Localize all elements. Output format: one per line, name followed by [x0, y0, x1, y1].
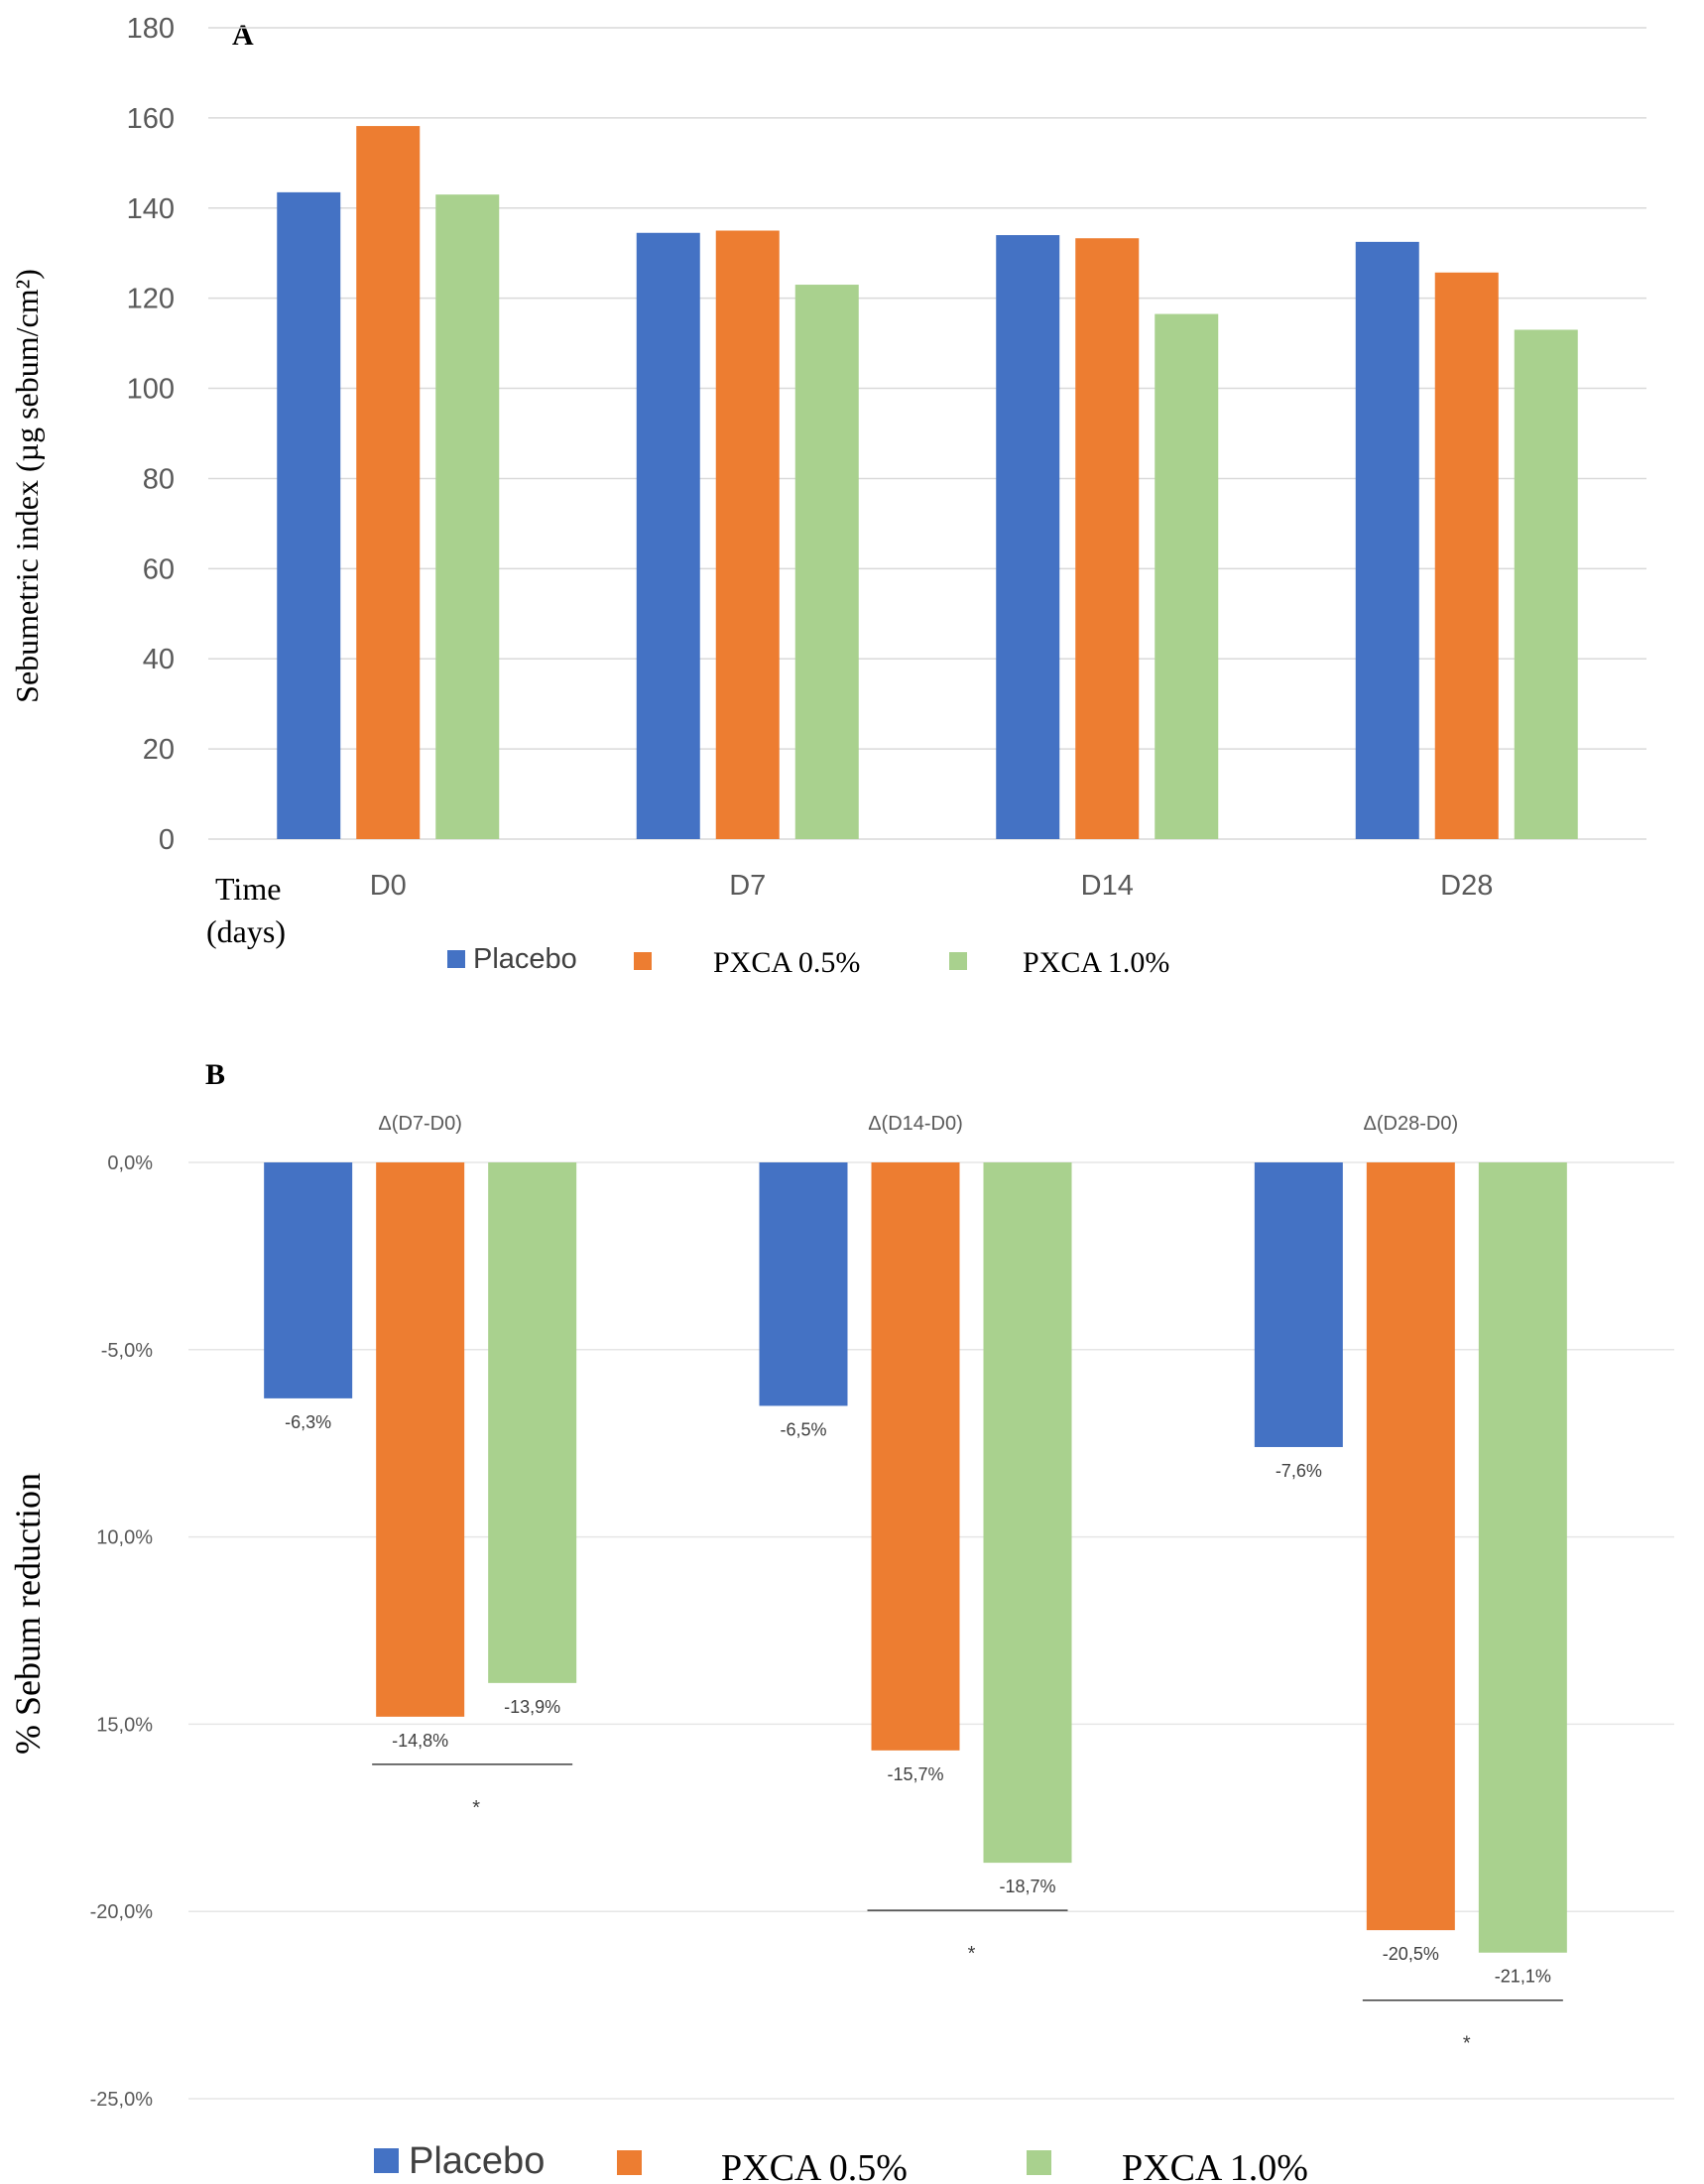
y-tick-label: 80 [143, 463, 175, 495]
bar-placebo-d0 [277, 191, 341, 840]
panel-a-bars [277, 126, 1578, 840]
category-label: Δ(D7-D0) [378, 1113, 461, 1135]
legend-a-swatch-pxca-10 [949, 952, 967, 970]
panel-b-y-tick-labels: 0,0% -5,0% 10,0% 15,0% -20,0% -25,0% [90, 1153, 154, 2111]
data-label: -20,5% [1383, 1944, 1439, 1964]
y-tick-label: 180 [127, 13, 175, 45]
y-tick-label: 40 [143, 644, 175, 675]
significance-mark: * [1463, 2033, 1471, 2055]
panel-a-y-axis-label: Sebumetric index (µg sebum/cm²) [9, 269, 45, 703]
bar-placebo-d14-d0 [759, 1162, 848, 1406]
y-tick-label: 15,0% [96, 1714, 153, 1736]
bar-placebo-d7-d0 [264, 1162, 353, 1398]
y-tick-label: -5,0% [101, 1340, 153, 1362]
y-tick-label: 140 [127, 193, 175, 225]
bar-pxca-0-5-d14-d0 [871, 1162, 960, 1751]
bar-pxca-0-5-d0 [356, 126, 421, 839]
legend-b-label-pxca-05: PXCA 0.5% [721, 2147, 908, 2184]
panel-a: A 0 20 40 60 80 100 120 140 160 180 D0 D7 D14 D28 Se… [9, 13, 1646, 979]
panel-b-legend: Placebo PXCA 0.5% PXCA 1.0% [374, 2140, 1308, 2184]
panel-b-data-labels: -6,3% -14,8% -13,9% -6,5% -15,7% -18,7% -7,6% -… [285, 1412, 1551, 1987]
panel-a-x-axis-label-line1: Time [215, 871, 281, 907]
panel-b-significance: * * * [372, 1763, 1563, 2055]
panel-a-letter: A [232, 19, 254, 52]
y-tick-label: -25,0% [90, 2089, 154, 2111]
panel-b-letter: B [205, 1058, 225, 1091]
data-label: -6,3% [285, 1412, 331, 1432]
panel-a-x-tick-labels: D0 D7 D14 D28 [370, 870, 1494, 902]
bar-pxca-1-0-d28 [1514, 329, 1578, 839]
panel-b-category-labels: Δ(D7-D0) Δ(D14-D0) Δ(D28-D0) [378, 1113, 1458, 1135]
data-label: -13,9% [504, 1697, 560, 1717]
legend-a-swatch-placebo [447, 950, 465, 968]
bar-pxca-1-0-d14 [1155, 313, 1219, 839]
y-tick-label: -20,0% [90, 1901, 154, 1923]
x-tick-label: D0 [370, 870, 407, 902]
legend-b-swatch-pxca-10 [1027, 2150, 1051, 2175]
data-label: -6,5% [780, 1419, 826, 1439]
data-label: -14,8% [392, 1731, 448, 1751]
legend-b-label-placebo: Placebo [409, 2140, 545, 2182]
bar-pxca-1-0-d7-d0 [488, 1162, 577, 1683]
legend-a-label-pxca-10: PXCA 1.0% [1023, 946, 1169, 979]
panel-a-gridlines [208, 27, 1646, 840]
x-tick-label: D28 [1440, 870, 1493, 902]
bar-placebo-d7 [636, 232, 700, 839]
y-tick-label: 120 [127, 284, 175, 315]
bar-pxca-0-5-d28 [1434, 272, 1499, 840]
bar-pxca-1-0-d0 [435, 194, 500, 840]
y-tick-label: 0 [159, 824, 175, 856]
legend-a-label-pxca-05: PXCA 0.5% [713, 946, 860, 979]
data-label: -18,7% [999, 1877, 1055, 1896]
y-tick-label: 160 [127, 103, 175, 135]
category-label: Δ(D28-D0) [1364, 1113, 1459, 1135]
significance-mark: * [968, 1943, 976, 1965]
legend-b-swatch-placebo [374, 2148, 399, 2173]
bar-pxca-1-0-d28-d0 [1478, 1162, 1567, 1953]
bar-placebo-d28 [1355, 241, 1419, 840]
x-tick-label: D14 [1081, 870, 1134, 902]
data-label: -7,6% [1276, 1461, 1322, 1481]
bar-placebo-d14 [996, 235, 1060, 840]
bar-pxca-0-5-d28-d0 [1366, 1162, 1455, 1931]
y-tick-label: 60 [143, 553, 175, 585]
data-label: -15,7% [887, 1764, 943, 1784]
y-tick-label: 0,0% [107, 1153, 153, 1174]
bar-pxca-0-5-d14 [1075, 238, 1140, 839]
panel-a-x-axis-label-line2: (days) [206, 913, 286, 949]
y-tick-label: 100 [127, 374, 175, 406]
data-label: -21,1% [1495, 1967, 1551, 1987]
bar-pxca-1-0-d7 [794, 285, 859, 839]
significance-mark: * [472, 1797, 480, 1819]
bar-pxca-0-5-d7 [715, 230, 780, 839]
bar-pxca-0-5-d7-d0 [376, 1162, 465, 1717]
x-tick-label: D7 [729, 870, 766, 902]
legend-b-label-pxca-10: PXCA 1.0% [1122, 2147, 1308, 2184]
legend-b-swatch-pxca-05 [617, 2150, 642, 2175]
panel-a-legend: Placebo PXCA 0.5% PXCA 1.0% [447, 943, 1169, 979]
y-tick-label: 10,0% [96, 1527, 153, 1549]
legend-a-swatch-pxca-05 [634, 952, 652, 970]
panel-b: B 0,0% -5,0% 10,0% 15,0% -20,0% -25,0% Δ(D7-D… [8, 1058, 1674, 2184]
y-tick-label: 20 [143, 734, 175, 766]
panel-b-y-axis-label: % Sebum reduction [8, 1473, 48, 1755]
bar-pxca-1-0-d14-d0 [983, 1162, 1072, 1864]
panel-a-y-tick-labels: 0 20 40 60 80 100 120 140 160 180 [127, 13, 175, 856]
legend-a-label-placebo: Placebo [473, 943, 577, 975]
category-label: Δ(D14-D0) [868, 1113, 963, 1135]
panel-b-bars [264, 1162, 1567, 1953]
bar-placebo-d28-d0 [1254, 1162, 1343, 1447]
